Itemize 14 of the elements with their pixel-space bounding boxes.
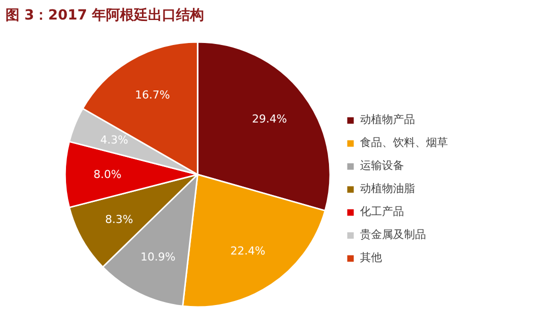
legend-label: 贵金属及制品 [360, 227, 426, 242]
legend-label: 其他 [360, 250, 382, 265]
data-label: 10.9% [140, 250, 176, 264]
legend-label: 动植物油脂 [360, 181, 415, 196]
legend-label: 化工产品 [360, 204, 404, 219]
data-label: 8.3% [105, 213, 134, 226]
legend-label: 食品、饮料、烟草 [360, 135, 448, 150]
data-label: 16.7% [135, 88, 170, 102]
data-label: 8.0% [94, 168, 122, 181]
legend-label: 动植物产品 [360, 112, 415, 127]
data-label: 29.4% [252, 112, 287, 126]
chart-title: 图 3：2017 年阿根廷出口结构 [6, 8, 204, 24]
legend-label: 运输设备 [360, 158, 404, 173]
data-label: 22.4% [230, 244, 266, 258]
